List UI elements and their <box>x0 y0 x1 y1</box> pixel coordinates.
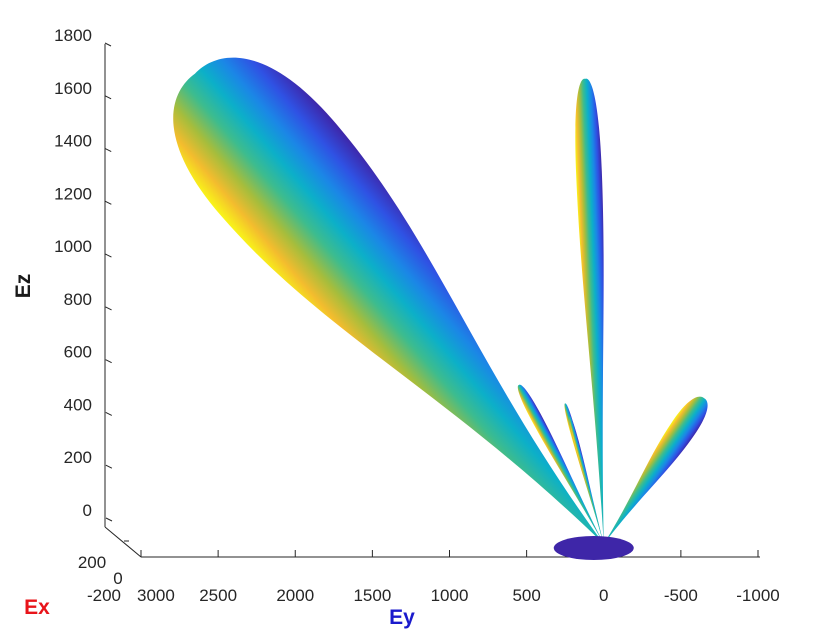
lobe-vertical-lobe <box>575 78 604 544</box>
z-tick-mark <box>105 411 113 416</box>
z-tick-label: 400 <box>64 395 92 414</box>
labels-group: 0 200 400 600 800 1000 1200 1400 1600 1800 3000 250… <box>12 26 780 629</box>
z-tick-mark <box>105 253 112 258</box>
z-tick-mark <box>105 306 112 311</box>
z-tick-mark <box>104 95 112 100</box>
y-tick-label: 3000 <box>137 586 175 605</box>
lobe-main-lobe <box>173 57 604 544</box>
axes-group <box>104 42 760 558</box>
y-tick-label: 0 <box>599 586 608 605</box>
z-axis-label: Ez <box>12 274 35 299</box>
lobe-surface <box>569 416 604 544</box>
y-tick-label: -500 <box>664 586 698 605</box>
z-tick-mark <box>104 148 112 153</box>
z-tick-label: 1200 <box>54 184 92 203</box>
z-tick-label: 600 <box>64 343 92 362</box>
lobe-side-lobe-1 <box>517 384 604 544</box>
x-axis-line <box>104 526 142 558</box>
x-axis-label: Ex <box>24 596 50 619</box>
y-tick-label: 1000 <box>431 586 469 605</box>
x-tick-label: 0 <box>113 569 122 588</box>
x-tick-label: -200 <box>87 586 121 605</box>
lobe-surface <box>517 384 604 544</box>
lobe-side-lobe-3 <box>569 416 604 544</box>
z-tick-label: 1000 <box>54 237 92 256</box>
y-axis-label: Ey <box>389 606 415 629</box>
origin-cluster <box>553 536 634 560</box>
z-tick-mark <box>105 359 112 364</box>
z-tick-label: 1800 <box>54 26 92 45</box>
y-tick-label: 1500 <box>353 586 391 605</box>
x-tick-label: 200 <box>78 553 106 572</box>
z-tick-mark <box>105 200 112 205</box>
y-tick-label: 500 <box>512 586 540 605</box>
lobe-surface <box>575 78 604 544</box>
lobe-surface <box>603 396 708 544</box>
z-tick-label: 1400 <box>54 132 92 151</box>
z-tick-label: 0 <box>83 501 92 520</box>
z-tick-mark <box>105 517 113 522</box>
y-tick-label: -1000 <box>736 586 779 605</box>
z-tick-label: 1600 <box>54 79 92 98</box>
y-tick-label: 2500 <box>199 586 237 605</box>
lobes-group <box>173 57 708 560</box>
z-tick-label: 200 <box>64 448 92 467</box>
y-tick-label: 2000 <box>276 586 314 605</box>
z-tick-label: 800 <box>64 290 92 309</box>
z-tick-mark <box>104 42 112 47</box>
lobe-right-lobe <box>603 396 708 544</box>
lobe-surface <box>173 57 604 544</box>
z-tick-mark <box>105 464 113 469</box>
